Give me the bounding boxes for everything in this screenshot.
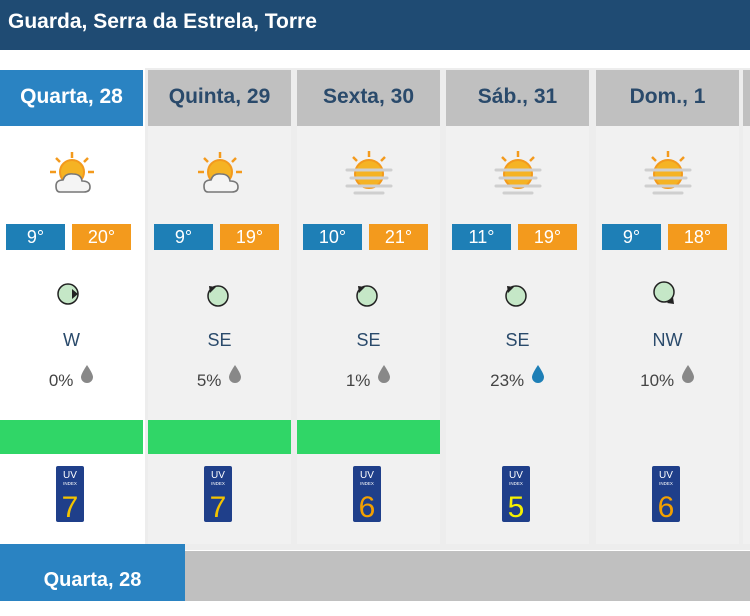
temperature-range: 9° 20° xyxy=(6,224,138,250)
header-gap xyxy=(0,50,750,68)
partly-cloudy-icon xyxy=(198,152,242,193)
rain-percent: 5% xyxy=(196,370,222,390)
min-temperature: 9° xyxy=(6,224,65,250)
day-tab[interactable]: Sexta, 30 xyxy=(297,70,440,126)
rain-percent: 1% xyxy=(345,370,371,390)
gray-drop-icon xyxy=(81,364,94,383)
max-temperature: 19° xyxy=(518,224,577,250)
day-tab[interactable]: Sáb., 31 xyxy=(446,70,589,126)
svg-text:UV: UV xyxy=(63,470,77,481)
temperature-range: 11° 19° xyxy=(452,224,584,250)
day-column-2[interactable]: Sexta, 30 10° 21° SE 1% UV INDEX 6 xyxy=(297,70,440,544)
wind-direction-icon xyxy=(505,285,527,307)
wind-direction-icon xyxy=(653,281,675,304)
wind-direction-icon xyxy=(356,285,378,307)
gray-drop-icon xyxy=(681,364,694,383)
day-column-0[interactable]: Quarta, 28 9° 20° W 0% UV INDEX 7 xyxy=(0,70,143,544)
rain-probability: 5% xyxy=(148,364,291,391)
location-title: Guarda, Serra da Estrela, Torre xyxy=(8,10,317,33)
partly-cloudy-icon xyxy=(50,152,94,193)
wind-direction-label: NW xyxy=(652,330,683,350)
uv-index-icon: UV INDEX 5 xyxy=(502,466,530,522)
temperature-range: 9° 18° xyxy=(602,224,734,250)
bottom-day-tab[interactable]: Quarta, 28 xyxy=(0,544,185,601)
green-indicator-bar xyxy=(297,420,440,454)
uv-value: 6 xyxy=(359,491,376,522)
max-temperature: 21° xyxy=(369,224,428,250)
svg-text:INDEX: INDEX xyxy=(211,481,225,486)
next-day-column-partial[interactable] xyxy=(743,70,750,544)
svg-text:UV: UV xyxy=(509,470,523,481)
bottom-day-label: Quarta, 28 xyxy=(43,569,142,591)
rain-percent: 10% xyxy=(640,370,675,390)
blue-drop-icon xyxy=(531,364,544,383)
hazy-sun-icon xyxy=(644,151,692,195)
svg-text:INDEX: INDEX xyxy=(360,481,374,486)
svg-text:INDEX: INDEX xyxy=(509,481,523,486)
rain-probability: 23% xyxy=(446,364,589,391)
min-temperature: 9° xyxy=(154,224,213,250)
max-temperature: 18° xyxy=(668,224,727,250)
uv-value: 7 xyxy=(62,491,79,522)
day-tab[interactable]: Quarta, 28 xyxy=(0,70,143,126)
uv-value: 7 xyxy=(210,491,227,522)
temperature-range: 10° 21° xyxy=(303,224,435,250)
rain-probability: 10% xyxy=(596,364,739,391)
rain-percent: 23% xyxy=(490,370,525,390)
wind-direction-label: SE xyxy=(356,330,381,350)
green-indicator-bar xyxy=(0,420,143,454)
bottom-tab-strip xyxy=(185,551,750,601)
hazy-sun-icon xyxy=(494,151,542,195)
gray-drop-icon xyxy=(229,364,242,383)
svg-text:UV: UV xyxy=(211,470,225,481)
wind-direction-icon xyxy=(57,283,79,305)
temperature-range: 9° 19° xyxy=(154,224,286,250)
wind-direction-label: SE xyxy=(207,330,232,350)
min-temperature: 11° xyxy=(452,224,511,250)
wind-direction-label: W xyxy=(63,330,80,350)
uv-index-icon: UV INDEX 6 xyxy=(652,466,680,522)
location-header: Guarda, Serra da Estrela, Torre xyxy=(0,0,750,50)
day-column-4[interactable]: Dom., 1 9° 18° NW 10% UV INDEX 6 xyxy=(596,70,739,544)
hazy-sun-icon xyxy=(345,151,393,195)
svg-text:UV: UV xyxy=(659,470,673,481)
day-tab[interactable]: Dom., 1 xyxy=(596,70,739,126)
rain-probability: 1% xyxy=(297,364,440,391)
gray-drop-icon xyxy=(378,364,391,383)
uv-value: 6 xyxy=(658,491,675,522)
min-temperature: 9° xyxy=(602,224,661,250)
rain-probability: 0% xyxy=(0,364,143,391)
max-temperature: 19° xyxy=(220,224,279,250)
wind-direction-label: SE xyxy=(505,330,530,350)
day-column-1[interactable]: Quinta, 29 9° 19° SE 5% UV INDEX 7 xyxy=(148,70,291,544)
green-indicator-bar xyxy=(148,420,291,454)
uv-index-icon: UV INDEX 7 xyxy=(204,466,232,522)
wind-direction-icon xyxy=(207,285,229,307)
next-day-tab-partial[interactable] xyxy=(743,70,750,126)
rain-percent: 0% xyxy=(48,370,74,390)
uv-value: 5 xyxy=(508,491,525,522)
uv-index-icon: UV INDEX 6 xyxy=(353,466,381,522)
day-tab[interactable]: Quinta, 29 xyxy=(148,70,291,126)
min-temperature: 10° xyxy=(303,224,362,250)
svg-text:INDEX: INDEX xyxy=(659,481,673,486)
max-temperature: 20° xyxy=(72,224,131,250)
svg-text:INDEX: INDEX xyxy=(63,481,77,486)
uv-index-icon: UV INDEX 7 xyxy=(56,466,84,522)
svg-text:UV: UV xyxy=(360,470,374,481)
day-column-3[interactable]: Sáb., 31 11° 19° SE 23% UV INDEX 5 xyxy=(446,70,589,544)
